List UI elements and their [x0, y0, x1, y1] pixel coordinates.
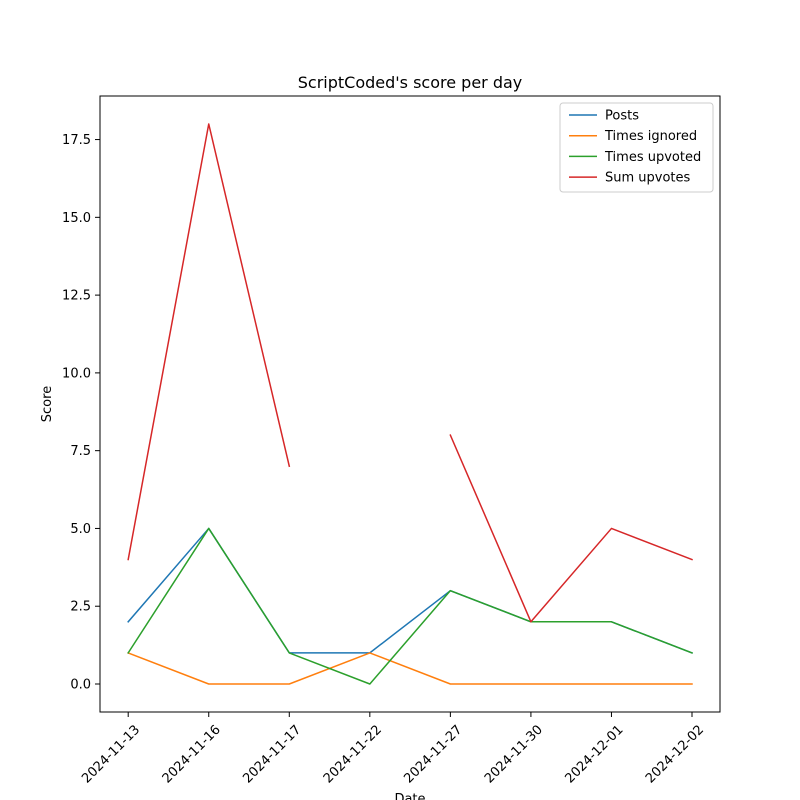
y-tick-label-6: 15.0 [62, 211, 91, 226]
legend-label-times-upvoted: Times upvoted [604, 150, 701, 165]
y-tick-label-2: 5.0 [70, 522, 91, 537]
legend-label-times-ignored: Times ignored [604, 129, 697, 144]
chart-title: ScriptCoded's score per day [298, 73, 523, 92]
y-tick-label-4: 10.0 [62, 366, 91, 381]
y-tick-label-1: 2.5 [70, 600, 91, 615]
y-tick-label-0: 0.0 [70, 678, 91, 693]
legend: Posts Times ignored Times upvoted Sum upvot… [559, 102, 714, 193]
y-tick-label-5: 12.5 [62, 289, 91, 304]
series-line-sum-upvotes-2 [449, 434, 693, 623]
series-line-sum-upvotes-1 [127, 123, 291, 561]
legend-box [559, 102, 714, 193]
y-axis-label: Score [40, 386, 55, 422]
series-line-times-upvoted [127, 527, 693, 685]
series-line-times-ignored [127, 651, 693, 685]
plot-frame [99, 95, 721, 713]
y-tick-label-3: 7.5 [70, 444, 91, 459]
x-axis-label: Date [394, 792, 425, 800]
legend-label-posts: Posts [605, 109, 639, 124]
legend-label-sum-upvotes: Sum upvotes [605, 171, 691, 186]
y-tick-label-7: 17.5 [62, 133, 91, 148]
